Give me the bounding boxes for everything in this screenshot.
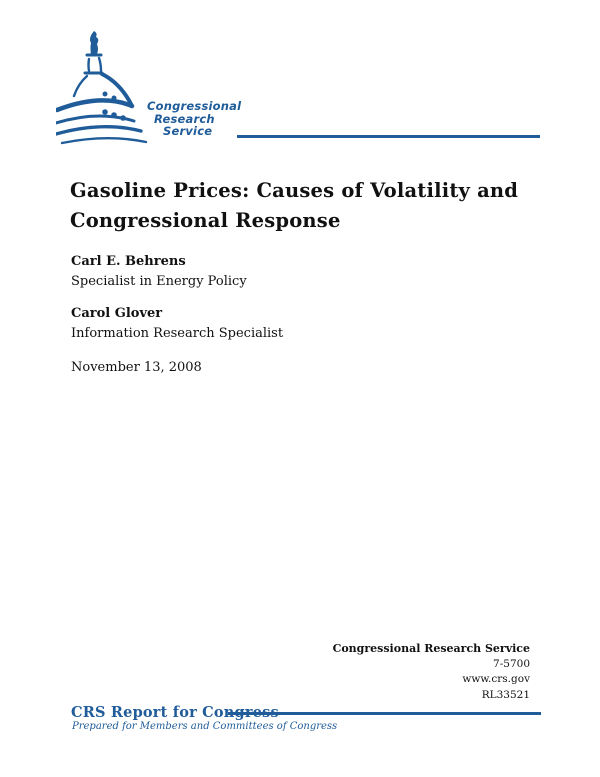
report-date: November 13, 2008 bbox=[71, 360, 202, 375]
logo-text-research: Research bbox=[154, 111, 215, 126]
footer-phone: 7-5700 bbox=[493, 657, 530, 670]
report-title: Gasoline Prices: Causes of Volatility an… bbox=[70, 176, 552, 236]
footer-banner: CRS Report for Congress bbox=[71, 704, 279, 721]
report-title-line1: Gasoline Prices: Causes of Volatility an… bbox=[70, 179, 519, 202]
logo-text-congressional: Congressional bbox=[147, 99, 242, 113]
capitol-dome-icon bbox=[56, 31, 148, 145]
author-2-name: Carol Glover bbox=[71, 306, 163, 321]
report-title-line2: Congressional Response bbox=[70, 209, 341, 232]
author-2-role: Information Research Specialist bbox=[71, 326, 284, 341]
author-2: Carol Glover Information Research Specia… bbox=[71, 304, 283, 344]
footer-org-name: Congressional Research Service bbox=[332, 642, 530, 655]
logo-text-service: Service bbox=[163, 124, 213, 138]
header-rule bbox=[237, 135, 540, 138]
footer-tagline: Prepared for Members and Committees of C… bbox=[72, 721, 338, 732]
byline-block: Carl E. Behrens Specialist in Energy Pol… bbox=[71, 252, 283, 378]
author-1-name: Carl E. Behrens bbox=[71, 254, 186, 269]
footer-report-id: RL33521 bbox=[481, 688, 530, 701]
author-1-role: Specialist in Energy Policy bbox=[71, 274, 247, 289]
footer-website: www.crs.gov bbox=[462, 673, 530, 685]
footer-rule bbox=[228, 712, 541, 715]
author-1: Carl E. Behrens Specialist in Energy Pol… bbox=[71, 252, 283, 292]
footer-contact-block: Congressional Research Service 7-5700 ww… bbox=[333, 641, 530, 703]
